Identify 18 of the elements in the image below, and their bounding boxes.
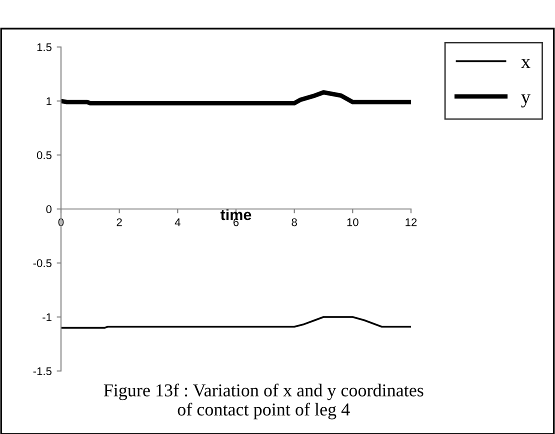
legend-label: y [521, 94, 531, 108]
x-axis-title: time [220, 208, 252, 220]
x-tick-label: 10 [347, 218, 358, 226]
y-tick-label: -1.5 [33, 367, 52, 376]
y-tick-label: 1 [46, 97, 52, 106]
x-tick-label: 8 [292, 218, 297, 226]
legend-label: x [521, 59, 530, 68]
x-tick-label: 2 [116, 218, 122, 226]
x-tick-label: 12 [406, 218, 417, 226]
line-series [61, 90, 411, 106]
x-tick-label: 4 [174, 218, 180, 226]
caption: Figure 13f : Variation of x and y coordinates of contact point of leg 4 [104, 384, 424, 420]
y-tick-label: 0.5 [36, 151, 52, 160]
y-tick-label: 0 [46, 205, 52, 214]
y-tick-label: -0.5 [33, 259, 52, 268]
line-series [61, 316, 411, 329]
y-tick-label: 1.5 [37, 43, 52, 52]
y-tick-label: -1 [42, 313, 52, 322]
